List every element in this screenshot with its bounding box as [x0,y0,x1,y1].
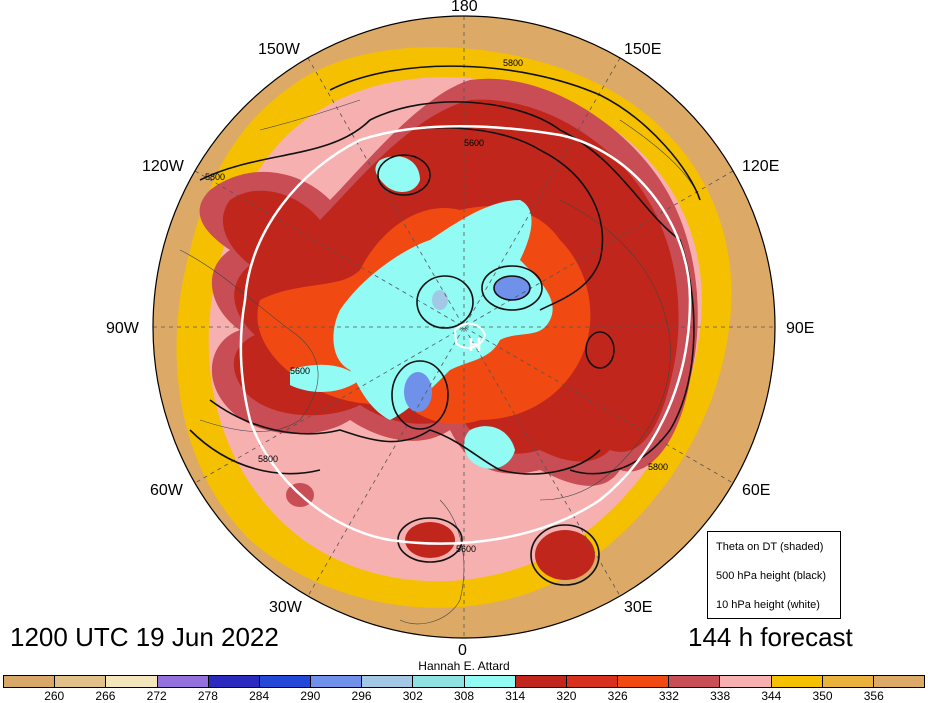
lon-label-0: 0 [458,642,467,659]
contour-label: 5800 [205,172,225,182]
colorbar-swatch [618,676,670,687]
colorbar-swatch [208,676,260,687]
contour-label: 5600 [290,366,310,376]
colorbar-swatch [566,676,619,687]
lon-label-60w: 60W [150,482,183,499]
colorbar-swatch [720,676,772,687]
lon-label-150e: 150E [624,41,662,58]
colorbar-tick-label: 332 [658,689,679,703]
colorbar [3,675,925,688]
legend-z500: 500 hPa height (black) [716,570,827,582]
colorbar-tick-label: 356 [863,689,884,703]
lon-label-120e: 120E [742,158,780,175]
colorbar-swatch [669,676,721,687]
lon-label-60e: 60E [742,482,771,499]
colorbar-swatch [55,676,107,687]
forecast-lead: 144 h forecast [688,622,853,652]
legend-theta: Theta on DT (shaded) [716,541,824,553]
colorbar-swatch [413,676,465,687]
colorbar-swatch [822,676,874,687]
lon-label-180: 180 [451,0,478,15]
colorbar-tick-label: 266 [95,689,116,703]
colorbar-tick-label: 344 [761,689,782,703]
colorbar-tick-label: 284 [249,689,270,703]
colorbar-tick-label: 260 [44,689,65,703]
valid-time: 1200 UTC 19 Jun 2022 [10,622,279,652]
colorbar-tick-label: 326 [607,689,628,703]
z10-contours [239,125,692,545]
legend-z10: 10 hPa height (white) [716,599,820,611]
colorbar-swatch [515,676,567,687]
lon-label-30w: 30W [269,599,302,616]
lon-label-90w: 90W [106,320,139,337]
colorbar-tick-label: 290 [300,689,321,703]
colorbar-swatch [873,676,925,687]
lon-label-90e: 90E [786,320,815,337]
contour-label: 5800 [503,58,523,68]
colorbar-swatch [259,676,312,687]
colorbar-swatch [4,676,56,687]
colorbar-swatch [311,676,363,687]
colorbar-swatch [771,676,823,687]
contour-label: 5600 [456,544,476,554]
colorbar-tick-label: 272 [146,689,167,703]
contour-label: 5800 [258,454,278,464]
colorbar-swatch [106,676,158,687]
high-center-marker: H [469,335,482,355]
contour-labels: 5800 5600 5800 5600 5800 5800 5600 [205,58,668,554]
colorbar-tick-label: 314 [505,689,526,703]
z500-contours [189,65,701,586]
colorbar-tick-label: 302 [402,689,423,703]
lon-label-120w: 120W [142,158,184,175]
colorbar-swatch [157,676,209,687]
lon-label-150w: 150W [258,41,300,58]
colorbar-tick-label: 338 [710,689,731,703]
colorbar-tick-label: 278 [197,689,218,703]
legend-box: Theta on DT (shaded) 500 hPa height (bla… [707,531,841,619]
contour-label: 5600 [464,138,484,148]
credit: Hannah E. Attard [418,659,510,673]
colorbar-swatch [464,676,516,687]
colorbar-tick-label: 308 [453,689,475,703]
lon-label-30e: 30E [624,599,653,616]
contour-label: 5800 [648,462,668,472]
colorbar-tick-label: 320 [556,689,577,703]
map-boundary [152,15,776,639]
colorbar-swatch [362,676,414,687]
colorbar-tick-label: 350 [812,689,833,703]
colorbar-tick-label: 296 [351,689,372,703]
